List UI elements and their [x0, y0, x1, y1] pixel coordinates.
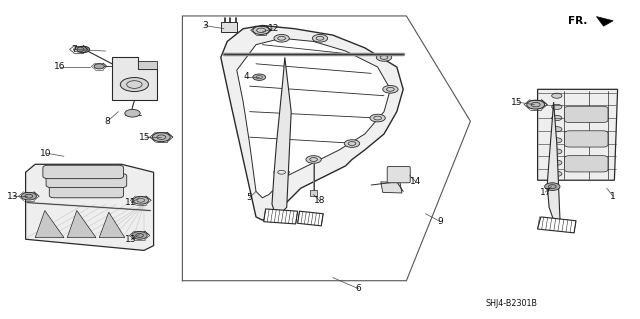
Text: 14: 14 — [410, 177, 422, 186]
Polygon shape — [538, 217, 576, 233]
FancyBboxPatch shape — [564, 156, 608, 172]
FancyBboxPatch shape — [46, 174, 127, 188]
Text: 16: 16 — [54, 63, 65, 71]
Circle shape — [527, 100, 545, 109]
Circle shape — [552, 115, 562, 121]
Polygon shape — [264, 209, 298, 224]
Text: 11: 11 — [125, 198, 137, 207]
Circle shape — [125, 109, 140, 117]
Text: FR.: FR. — [568, 16, 587, 26]
Circle shape — [152, 133, 170, 142]
Circle shape — [552, 104, 562, 109]
Circle shape — [77, 46, 90, 53]
Text: 3: 3 — [202, 21, 207, 30]
Circle shape — [552, 149, 562, 154]
Circle shape — [552, 138, 562, 143]
Circle shape — [344, 140, 360, 147]
Text: 8: 8 — [105, 117, 110, 126]
Circle shape — [552, 160, 562, 165]
FancyBboxPatch shape — [564, 131, 608, 147]
Text: 1: 1 — [611, 192, 616, 201]
Circle shape — [120, 78, 148, 92]
Text: 13: 13 — [7, 192, 19, 201]
Circle shape — [253, 26, 269, 34]
Text: 15: 15 — [139, 133, 150, 142]
Circle shape — [306, 156, 321, 163]
Polygon shape — [298, 211, 323, 226]
Polygon shape — [538, 89, 618, 180]
Text: 10: 10 — [40, 149, 52, 158]
Text: 17: 17 — [540, 188, 551, 197]
Circle shape — [552, 93, 562, 98]
Polygon shape — [112, 57, 157, 100]
Polygon shape — [272, 57, 291, 214]
Polygon shape — [237, 38, 390, 198]
FancyBboxPatch shape — [49, 183, 124, 198]
Circle shape — [552, 171, 562, 176]
Polygon shape — [67, 211, 96, 238]
Circle shape — [253, 74, 266, 80]
Text: 18: 18 — [314, 197, 326, 205]
Circle shape — [132, 232, 147, 239]
Polygon shape — [381, 182, 402, 193]
Bar — [310, 190, 317, 196]
Circle shape — [370, 114, 385, 122]
Circle shape — [376, 54, 392, 61]
Text: SHJ4-B2301B: SHJ4-B2301B — [485, 299, 537, 308]
Polygon shape — [138, 61, 157, 69]
FancyBboxPatch shape — [43, 165, 124, 179]
Polygon shape — [547, 102, 560, 220]
FancyBboxPatch shape — [387, 167, 410, 183]
Polygon shape — [99, 212, 125, 238]
Polygon shape — [35, 211, 64, 238]
Circle shape — [94, 64, 104, 69]
Polygon shape — [221, 22, 237, 32]
Polygon shape — [221, 26, 403, 220]
Polygon shape — [596, 17, 613, 26]
Circle shape — [383, 85, 398, 93]
Circle shape — [274, 34, 289, 42]
Circle shape — [552, 127, 562, 132]
Circle shape — [312, 34, 328, 42]
Text: 12: 12 — [268, 24, 279, 33]
Text: 5: 5 — [247, 193, 252, 202]
Polygon shape — [26, 164, 154, 250]
Text: 13: 13 — [125, 235, 137, 244]
Circle shape — [21, 192, 36, 200]
Text: 6: 6 — [356, 284, 361, 293]
Circle shape — [133, 197, 148, 204]
Text: 15: 15 — [511, 98, 523, 107]
FancyBboxPatch shape — [564, 106, 608, 122]
Text: 7: 7 — [71, 45, 76, 54]
Circle shape — [545, 183, 560, 190]
Circle shape — [274, 168, 289, 176]
Text: 9: 9 — [438, 217, 443, 226]
Text: 4: 4 — [244, 72, 249, 81]
